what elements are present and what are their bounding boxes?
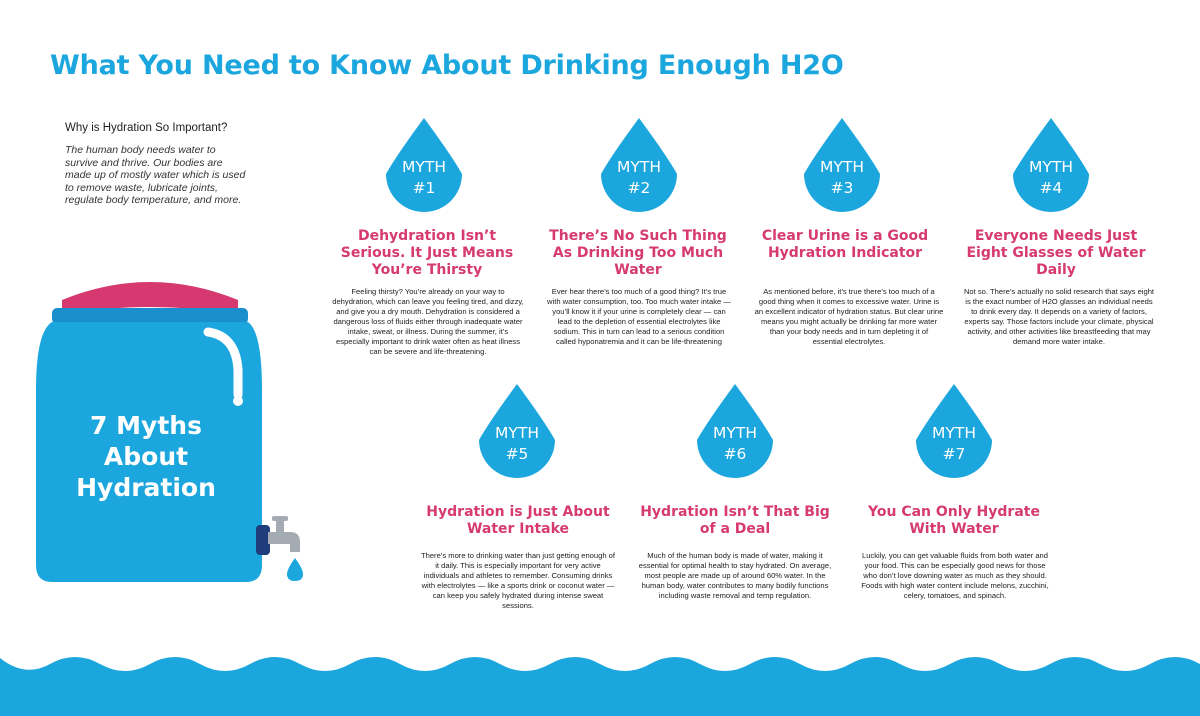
myth-heading: Dehydration Isn’t Serious. It Just Means…	[340, 228, 514, 278]
water-drop-icon	[601, 118, 677, 212]
myth-body: Feeling thirsty? You’re already on your …	[332, 287, 524, 356]
myth-body: Much of the human body is made of water,…	[638, 551, 832, 600]
myth-label-word: MYTH	[713, 424, 757, 442]
jug-body	[36, 322, 262, 582]
myth-label-number: #7	[942, 445, 966, 463]
myth-label-word: MYTH	[1029, 158, 1073, 176]
myth-body: Ever hear there’s too much of a good thi…	[547, 287, 731, 346]
myth-label-number: #1	[412, 179, 436, 197]
myth-label-word: MYTH	[932, 424, 976, 442]
water-waves-decoration	[0, 657, 1200, 716]
intro-answer: The human body needs water to survive an…	[65, 144, 246, 206]
myth-body: There’s more to drinking water than just…	[420, 551, 616, 610]
myth-body: As mentioned before, it’s true there’s t…	[754, 287, 944, 346]
myth-label-number: #3	[830, 179, 854, 197]
myth-label-word: MYTH	[820, 158, 864, 176]
water-drip-icon	[287, 558, 303, 581]
water-drop-icon	[804, 118, 880, 212]
myth-heading: Clear Urine is a Good Hydration Indicato…	[761, 228, 929, 261]
myth-heading: Everyone Needs Just Eight Glasses of Wat…	[966, 228, 1146, 278]
myth-label-word: MYTH	[617, 158, 661, 176]
myth-heading: Hydration is Just About Water Intake	[426, 504, 610, 537]
water-drop-icon	[916, 384, 992, 478]
myth-label: MYTH #6	[693, 423, 777, 465]
myth-label: MYTH #1	[382, 157, 466, 199]
jug-tap	[268, 532, 300, 552]
intro-question: Why is Hydration So Important?	[65, 122, 228, 134]
water-drop-icon	[697, 384, 773, 478]
myth-label-number: #2	[627, 179, 651, 197]
myth-label-number: #4	[1039, 179, 1063, 197]
water-drop-icon	[479, 384, 555, 478]
jug-lid	[62, 282, 238, 314]
page-title: What You Need to Know About Drinking Eno…	[50, 50, 844, 81]
jug-tap-base	[256, 525, 270, 555]
jug-highlight	[203, 327, 243, 400]
myth-label: MYTH #5	[475, 423, 559, 465]
myth-label: MYTH #3	[800, 157, 884, 199]
myth-heading: You Can Only Hydrate With Water	[868, 504, 1040, 537]
myth-label-word: MYTH	[402, 158, 446, 176]
myth-body: Luckily, you can get valuable fluids fro…	[861, 551, 1049, 600]
water-jug-illustration	[36, 282, 303, 582]
jug-title-line: 7 Myths	[90, 411, 202, 440]
myth-label: MYTH #7	[912, 423, 996, 465]
intro-section: Why is Hydration So Important? The human…	[65, 122, 250, 207]
water-drop-icon	[1013, 118, 1089, 212]
myth-label: MYTH #2	[597, 157, 681, 199]
myth-heading: There’s No Such Thing As Drinking Too Mu…	[549, 228, 727, 278]
myth-heading: Hydration Isn’t That Big of a Deal	[640, 504, 830, 537]
jug-title-line: Hydration	[76, 473, 216, 502]
myth-label-word: MYTH	[495, 424, 539, 442]
jug-neck	[52, 308, 248, 324]
myth-label-number: #6	[723, 445, 747, 463]
myth-label: MYTH #4	[1009, 157, 1093, 199]
jug-title: 7 Myths About Hydration	[58, 410, 234, 503]
myth-label-number: #5	[505, 445, 529, 463]
jug-title-line: About	[103, 442, 189, 471]
water-drop-icon	[386, 118, 462, 212]
myth-body: Not so. There’s actually no solid resear…	[963, 287, 1155, 346]
